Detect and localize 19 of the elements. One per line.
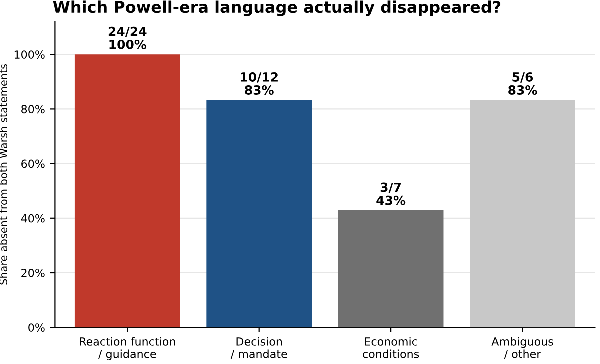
x-tick-label: Ambiguous / other (492, 337, 554, 360)
x-tick-label: Economic conditions (363, 337, 420, 358)
y-tick-label: 80% (22, 105, 45, 114)
data-label: 5/6 83% (508, 72, 538, 95)
x-tick-label: Decision / mandate (230, 337, 288, 360)
y-tick-label: 100% (14, 50, 45, 59)
bar (470, 100, 576, 328)
y-tick-label: 0% (28, 324, 45, 332)
data-label: 3/7 43% (376, 182, 406, 206)
data-label: 24/24 100% (108, 26, 147, 50)
data-label: 10/12 83% (241, 72, 278, 95)
chart-title: Which Powell-era language actually disappeared? (53, 0, 501, 16)
bar (338, 210, 444, 328)
y-tick-label: 40% (21, 214, 45, 223)
y-tick-label: 20% (22, 268, 45, 278)
bar (206, 100, 312, 328)
y-tick-label: 60% (22, 160, 45, 168)
x-tick-label: Reaction function / guidance (80, 337, 176, 361)
bar (74, 54, 180, 328)
